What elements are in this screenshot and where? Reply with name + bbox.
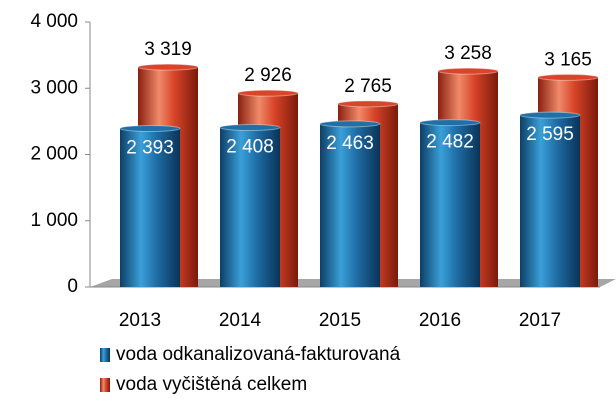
bar-top bbox=[519, 111, 581, 119]
bar bbox=[420, 122, 480, 287]
bar-top bbox=[137, 63, 199, 71]
value-label: 2 926 bbox=[244, 65, 292, 86]
legend-swatch bbox=[100, 348, 110, 362]
y-tick-label: 2 000 bbox=[30, 144, 78, 165]
bar bbox=[520, 115, 580, 287]
bar-top bbox=[237, 89, 299, 97]
bar-top bbox=[319, 120, 381, 128]
value-label: 2 765 bbox=[344, 76, 392, 97]
bar bbox=[320, 123, 380, 287]
value-label: 3 319 bbox=[144, 39, 192, 60]
value-label: 2 595 bbox=[526, 124, 574, 145]
x-tick-label: 2013 bbox=[119, 310, 161, 331]
legend-label: voda odkanalizovaná-fakturovaná bbox=[116, 344, 401, 365]
x-tick-label: 2014 bbox=[219, 310, 262, 331]
bar-top bbox=[219, 123, 281, 131]
y-tick-label: 3 000 bbox=[30, 77, 78, 98]
legend-label: voda vyčištěná celkem bbox=[116, 374, 307, 395]
bar bbox=[220, 127, 280, 287]
bar-top bbox=[119, 124, 181, 132]
bar bbox=[120, 128, 180, 287]
y-tick-label: 4 000 bbox=[30, 11, 78, 32]
bar-top bbox=[437, 67, 499, 75]
value-label: 2 408 bbox=[226, 136, 274, 157]
value-label: 3 258 bbox=[444, 43, 492, 64]
value-label: 2 482 bbox=[426, 132, 474, 153]
bar-top bbox=[419, 119, 481, 127]
bar-top bbox=[337, 100, 399, 108]
legend-swatch bbox=[100, 378, 110, 392]
x-tick-label: 2015 bbox=[319, 310, 361, 331]
value-label: 2 393 bbox=[126, 137, 174, 158]
x-tick-label: 2017 bbox=[519, 310, 561, 331]
y-tick-label: 0 bbox=[67, 276, 78, 297]
value-label: 2 463 bbox=[326, 133, 374, 154]
x-tick-label: 2016 bbox=[419, 310, 461, 331]
y-tick-label: 1 000 bbox=[30, 210, 78, 231]
value-label: 3 165 bbox=[544, 49, 592, 70]
bar-top bbox=[537, 73, 599, 81]
